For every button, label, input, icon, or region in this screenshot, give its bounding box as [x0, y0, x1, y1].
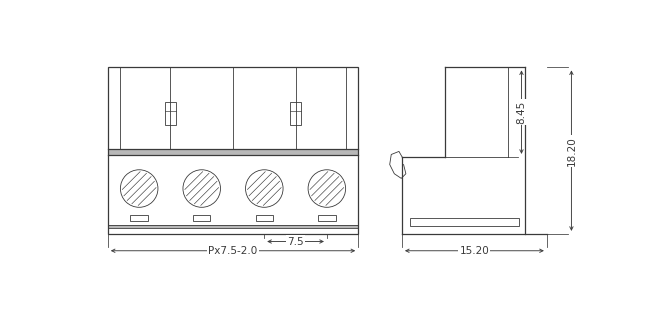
- Circle shape: [245, 170, 283, 207]
- Bar: [410, 218, 519, 226]
- Bar: [165, 101, 176, 124]
- Bar: [290, 101, 301, 124]
- Text: Px7.5-2.0: Px7.5-2.0: [208, 246, 257, 256]
- Text: 18.20: 18.20: [567, 136, 577, 165]
- Bar: [193, 215, 211, 222]
- Bar: [130, 215, 148, 222]
- Bar: [108, 225, 358, 228]
- Circle shape: [120, 170, 158, 207]
- Circle shape: [308, 170, 346, 207]
- Circle shape: [183, 170, 221, 207]
- Text: 15.20: 15.20: [460, 246, 489, 256]
- Bar: [108, 149, 358, 155]
- Text: 8.45: 8.45: [517, 100, 527, 124]
- Text: 7.5: 7.5: [287, 237, 304, 246]
- Bar: [318, 215, 336, 222]
- Bar: [108, 68, 358, 234]
- Bar: [255, 215, 273, 222]
